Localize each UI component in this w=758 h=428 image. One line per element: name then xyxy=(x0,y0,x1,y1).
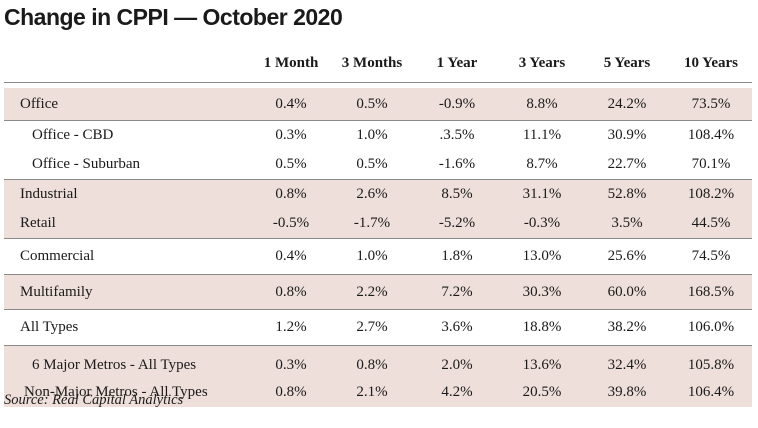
table-cell: 1.0% xyxy=(356,248,388,264)
table-cell: 3.6% xyxy=(441,319,473,335)
table-cell: 18.8% xyxy=(522,319,562,335)
row-label: Office xyxy=(20,96,59,112)
cppi-table: 1 Month 3 Months 1 Year 3 Years 5 Years … xyxy=(4,44,752,407)
table-cell: 1.8% xyxy=(441,248,473,264)
table-cell: 4.2% xyxy=(441,384,473,400)
table-cell: 108.2% xyxy=(687,186,735,202)
table-cell: -1.6% xyxy=(438,156,476,172)
table-cell: -5.2% xyxy=(438,215,476,231)
row-label: Multifamily xyxy=(20,284,93,300)
table-cell: 0.3% xyxy=(275,357,307,373)
table-cell: .3.5% xyxy=(439,127,475,143)
table-row-office-suburban: Office - Suburban 0.5% 0.5% -1.6% 8.7% 2… xyxy=(4,150,752,179)
table-cell: -0.3% xyxy=(523,215,561,231)
table-cell: 105.8% xyxy=(687,357,735,373)
table-row-office: Office 0.4% 0.5% -0.9% 8.8% 24.2% 73.5% xyxy=(4,88,752,120)
table-cell: 13.6% xyxy=(522,357,562,373)
row-label: Non-Major Metros - All Types xyxy=(24,384,208,400)
table-row-industrial: Industrial 0.8% 2.6% 8.5% 31.1% 52.8% 10… xyxy=(4,179,752,209)
table-cell: 13.0% xyxy=(522,248,562,264)
table-header: 1 Month 3 Months 1 Year 3 Years 5 Years … xyxy=(4,44,752,83)
table-cell: 0.4% xyxy=(275,248,307,264)
table-cell: 0.5% xyxy=(275,156,307,172)
table-cell: 20.5% xyxy=(522,384,562,400)
table-cell: 22.7% xyxy=(607,156,647,172)
row-label: 6 Major Metros - All Types xyxy=(32,357,197,373)
table-cell: 31.1% xyxy=(522,186,562,202)
column-header: 1 Month xyxy=(263,55,319,71)
table-cell: 2.0% xyxy=(441,357,473,373)
table-cell: 8.7% xyxy=(526,156,558,172)
table-cell: 1.2% xyxy=(275,319,307,335)
table-cell: 2.7% xyxy=(356,319,388,335)
table-cell: 2.6% xyxy=(356,186,388,202)
table-row-office-cbd: Office - CBD 0.3% 1.0% .3.5% 11.1% 30.9%… xyxy=(4,120,752,150)
column-header: 5 Years xyxy=(603,55,651,71)
table-cell: 24.2% xyxy=(607,96,647,112)
table-cell: 7.2% xyxy=(441,284,473,300)
table-cell: 108.4% xyxy=(687,127,735,143)
row-label: Office - CBD xyxy=(32,127,114,143)
table-cell: -1.7% xyxy=(353,215,391,231)
table-cell: 32.4% xyxy=(607,357,647,373)
table-cell: 8.5% xyxy=(441,186,473,202)
table-row-all-types: All Types 1.2% 2.7% 3.6% 18.8% 38.2% 106… xyxy=(4,309,752,345)
table-cell: 106.0% xyxy=(687,319,735,335)
row-label: Office - Suburban xyxy=(32,156,141,172)
table-cell: 73.5% xyxy=(691,96,731,112)
table-cell: 8.8% xyxy=(526,96,558,112)
table-cell: 25.6% xyxy=(607,248,647,264)
chart-title: Change in CPPI — October 2020 xyxy=(4,4,343,30)
table-cell: 3.5% xyxy=(611,215,643,231)
table-cell: 0.4% xyxy=(275,96,307,112)
table-row-retail: Retail -0.5% -1.7% -5.2% -0.3% 3.5% 44.5… xyxy=(4,209,752,238)
table-cell: 168.5% xyxy=(687,284,735,300)
table-cell: 39.8% xyxy=(607,384,647,400)
table-cell: 30.3% xyxy=(522,284,562,300)
table-cell: 106.4% xyxy=(687,384,735,400)
table-cell: 44.5% xyxy=(691,215,731,231)
table-cell: 0.8% xyxy=(275,384,307,400)
table-cell: 52.8% xyxy=(607,186,647,202)
table-cell: -0.9% xyxy=(438,96,476,112)
row-label: Commercial xyxy=(20,248,95,264)
table-cell: 38.2% xyxy=(607,319,647,335)
row-label: Retail xyxy=(20,215,56,231)
table-cell: 30.9% xyxy=(607,127,647,143)
table-cell: 0.8% xyxy=(275,284,307,300)
column-header: 3 Months xyxy=(341,55,403,71)
row-label: Industrial xyxy=(20,186,78,202)
source-note: Source: Real Capital Analytics xyxy=(4,392,184,408)
table-row-6-major-metros: 6 Major Metros - All Types 0.3% 0.8% 2.0… xyxy=(4,345,752,380)
table-row-commercial: Commercial 0.4% 1.0% 1.8% 13.0% 25.6% 74… xyxy=(4,238,752,274)
row-label: All Types xyxy=(20,319,79,335)
table-cell: 2.2% xyxy=(356,284,388,300)
table-cell: 70.1% xyxy=(691,156,731,172)
table-cell: 60.0% xyxy=(607,284,647,300)
table-cell: 11.1% xyxy=(522,127,562,143)
table-cell: 2.1% xyxy=(356,384,388,400)
table-cell: 74.5% xyxy=(691,248,731,264)
column-header: 10 Years xyxy=(683,55,739,71)
table-cell: 1.0% xyxy=(356,127,388,143)
table-row-multifamily: Multifamily 0.8% 2.2% 7.2% 30.3% 60.0% 1… xyxy=(4,274,752,309)
table-cell: 0.5% xyxy=(356,96,388,112)
table-cell: -0.5% xyxy=(272,215,310,231)
column-header: 1 Year xyxy=(436,55,478,71)
column-header: 3 Years xyxy=(518,55,566,71)
table-cell: 0.5% xyxy=(356,156,388,172)
table-cell: 0.3% xyxy=(275,127,307,143)
table-cell: 0.8% xyxy=(275,186,307,202)
table-cell: 0.8% xyxy=(356,357,388,373)
table-row-non-major-metros: Non-Major Metros - All Types 0.8% 2.1% 4… xyxy=(4,380,752,407)
